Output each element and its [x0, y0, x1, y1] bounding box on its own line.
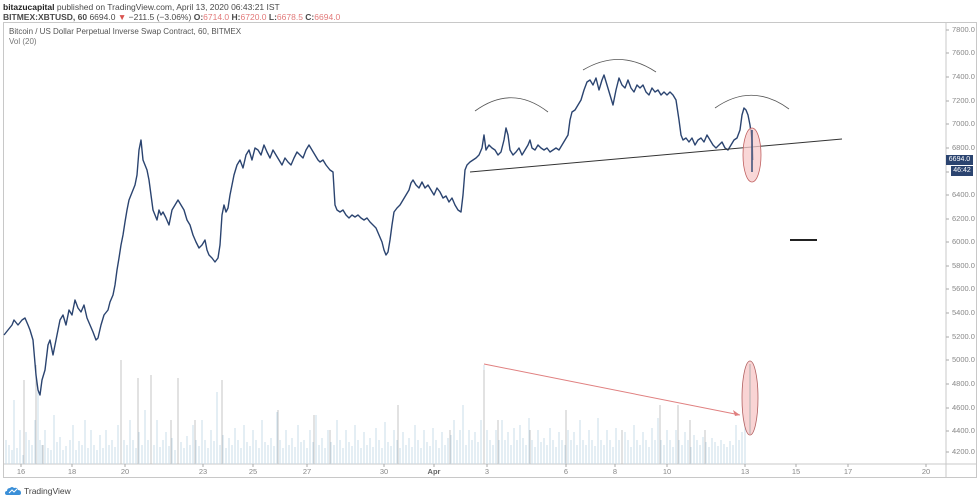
- volume-histogram: [5, 360, 746, 464]
- volume-indicator-label[interactable]: Vol (20): [9, 37, 37, 46]
- low-label: L:: [268, 12, 277, 22]
- published-text: published on TradingView.com, April 13, …: [56, 2, 280, 12]
- chart-legend-title[interactable]: Bitcoin / US Dollar Perpetual Inverse Sw…: [9, 27, 242, 36]
- brand-name: TradingView: [24, 486, 71, 496]
- y-tick: 7800.0: [952, 25, 975, 34]
- chart-frame: [3, 22, 977, 478]
- symbol: BITMEX:XBTUSD, 60: [3, 12, 88, 22]
- y-tick: 7200.0: [952, 96, 975, 105]
- high-value: 6720.0: [240, 12, 267, 22]
- y-tick: 6400.0: [952, 190, 975, 199]
- y-tick: 4800.0: [952, 379, 975, 388]
- head-and-shoulders-arcs: [474, 59, 790, 113]
- x-tick: 20: [120, 467, 130, 476]
- open-value: 6714.0: [203, 12, 230, 22]
- x-tick: 6: [563, 467, 569, 476]
- publish-info: bitazucapital published on TradingView.c…: [3, 2, 280, 12]
- open-label: O:: [193, 12, 204, 22]
- y-tick: 5200.0: [952, 332, 975, 341]
- x-tick: 3: [484, 467, 490, 476]
- x-tick: 10: [662, 467, 672, 476]
- publisher-name[interactable]: bitazucapital: [3, 2, 55, 12]
- last-price-tag: 6694.0: [946, 155, 973, 165]
- left-shoulder-arc: [474, 97, 549, 113]
- y-tick: 6200.0: [952, 214, 975, 223]
- y-tick: 7600.0: [952, 48, 975, 57]
- x-tick: 18: [67, 467, 77, 476]
- bar-countdown-tag: 46:42: [951, 166, 973, 176]
- neckline-trendline[interactable]: [469, 138, 843, 173]
- high-label: H:: [231, 12, 241, 22]
- y-tick: 7000.0: [952, 119, 975, 128]
- head-arc: [582, 59, 657, 73]
- x-tick: 20: [921, 467, 931, 476]
- cloud-logo-icon: [5, 487, 21, 495]
- y-tick: 4600.0: [952, 403, 975, 412]
- price-series: [3, 74, 754, 396]
- x-tick: Apr: [427, 467, 441, 476]
- x-tick: 27: [302, 467, 312, 476]
- right-shoulder-arc: [714, 94, 790, 110]
- x-tick: 30: [379, 467, 389, 476]
- y-tick: 5000.0: [952, 355, 975, 364]
- last-price: 6694.0: [89, 12, 116, 22]
- down-arrow-icon: ▼: [117, 12, 127, 22]
- y-tick: 5800.0: [952, 261, 975, 270]
- y-tick: 6000.0: [952, 237, 975, 246]
- x-tick: 25: [248, 467, 258, 476]
- x-tick: 16: [16, 467, 26, 476]
- y-tick: 6800.0: [952, 143, 975, 152]
- volume-decline-arrow[interactable]: [483, 363, 741, 416]
- x-tick: 15: [791, 467, 801, 476]
- y-tick: 5600.0: [952, 284, 975, 293]
- y-tick: 4400.0: [952, 426, 975, 435]
- y-tick: 5400.0: [952, 308, 975, 317]
- tradingview-logo[interactable]: TradingView: [5, 486, 71, 496]
- close-value: 6694.0: [314, 12, 341, 22]
- x-tick: 23: [198, 467, 208, 476]
- low-value: 6678.5: [276, 12, 303, 22]
- y-tick: 4200.0: [952, 447, 975, 456]
- price-change: −211.5 (−3.06%): [128, 12, 192, 22]
- x-tick: 17: [843, 467, 853, 476]
- x-tick: 8: [612, 467, 618, 476]
- symbol-ohlc-bar: BITMEX:XBTUSD, 60 6694.0 ▼ −211.5 (−3.06…: [3, 12, 340, 22]
- x-tick: 13: [740, 467, 750, 476]
- close-label: C:: [305, 12, 315, 22]
- y-tick: 7400.0: [952, 72, 975, 81]
